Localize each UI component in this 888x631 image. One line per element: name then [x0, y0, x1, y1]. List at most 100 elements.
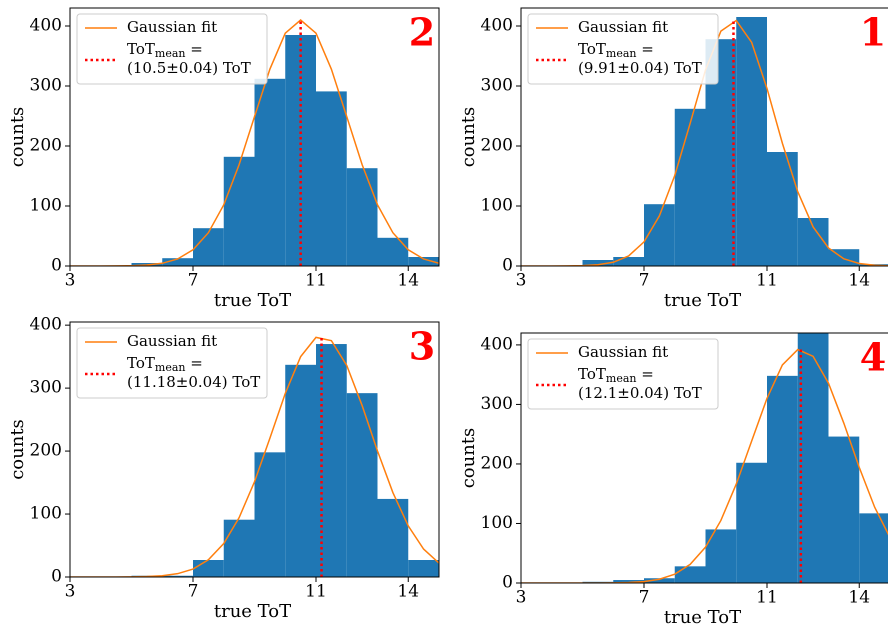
- y-tick-label: 200: [30, 136, 62, 156]
- bar: [767, 152, 798, 266]
- x-axis-label: true ToT: [214, 290, 291, 311]
- legend-fit-label: Gaussian fit: [578, 343, 668, 361]
- legend-mean-subscript: mean: [606, 47, 637, 60]
- x-tick-label: 7: [188, 582, 199, 602]
- legend-mean-symbol: ToTmean =: [578, 40, 654, 60]
- panel-label: 3: [409, 324, 435, 369]
- x-axis-label: true ToT: [214, 601, 291, 622]
- legend-fit-label: Gaussian fit: [127, 18, 217, 36]
- bar: [346, 168, 378, 266]
- y-axis-label: counts: [458, 107, 479, 168]
- y-tick-label: 100: [30, 504, 62, 524]
- x-axis-label: true ToT: [664, 290, 741, 311]
- axes-frame: [520, 332, 888, 584]
- legend-mean-label: (11.18±0.04) ToT: [127, 373, 260, 391]
- x-tick-label: 3: [65, 582, 76, 602]
- legend-box: [76, 327, 268, 399]
- legend: Gaussian fit ToTmean =(10.5±0.04) ToT: [76, 13, 268, 85]
- legend-mean-symbol-main: ToT: [127, 40, 155, 58]
- x-tick-label: 7: [639, 588, 650, 608]
- y-tick-label: 200: [481, 136, 513, 156]
- legend-mean-label: (12.1±0.04) ToT: [578, 384, 702, 402]
- bar: [408, 257, 439, 266]
- legend-mean-symbol: ToTmean =: [127, 354, 203, 374]
- y-tick-label: 300: [30, 378, 62, 398]
- x-tick-label: 11: [305, 582, 327, 602]
- x-tick-label: 14: [397, 271, 419, 291]
- bar: [193, 228, 224, 266]
- legend-mean-symbol: ToTmean =: [578, 365, 654, 385]
- bar: [674, 566, 706, 583]
- y-axis-label: counts: [7, 107, 28, 168]
- bar: [193, 560, 224, 577]
- legend: Gaussian fit ToTmean =(12.1±0.04) ToT: [527, 338, 719, 410]
- x-tick-label: 3: [65, 271, 76, 291]
- legend-box: [527, 13, 719, 85]
- y-tick-label: 400: [30, 315, 62, 335]
- bar: [377, 498, 409, 577]
- legend-fit-label: Gaussian fit: [578, 18, 668, 36]
- panel: 0 100 200 300 400 3 7 11 14 true ToT counts 1 Gaussi…: [458, 7, 888, 311]
- bar: [736, 17, 767, 266]
- axes-frame: [69, 321, 440, 578]
- legend: Gaussian fit ToTmean =(9.91±0.04) ToT: [527, 13, 719, 85]
- y-tick-label: 100: [30, 196, 62, 216]
- y-tick-label: 200: [481, 453, 513, 473]
- x-tick-label: 11: [305, 271, 327, 291]
- plot-area: [521, 17, 888, 266]
- bar: [674, 108, 706, 266]
- legend-mean-equals: =: [636, 365, 653, 383]
- y-tick-label: 0: [502, 256, 513, 276]
- panel-label: 2: [409, 10, 435, 55]
- legend-mean-equals: =: [185, 354, 202, 372]
- legend-mean-subscript: mean: [606, 372, 637, 385]
- bar: [254, 452, 286, 577]
- y-tick-label: 300: [30, 76, 62, 96]
- bar: [736, 462, 767, 583]
- y-tick-label: 100: [481, 513, 513, 533]
- bar: [316, 91, 347, 266]
- bar: [223, 156, 255, 266]
- y-tick-label: 400: [481, 16, 513, 36]
- legend-fit-label: Gaussian fit: [127, 332, 217, 350]
- legend-mean-label: (9.91±0.04) ToT: [578, 59, 702, 77]
- legend-mean-equals: =: [636, 40, 653, 58]
- x-tick-label: 11: [756, 271, 778, 291]
- legend-mean-symbol-main: ToT: [578, 40, 606, 58]
- y-tick-label: 100: [481, 196, 513, 216]
- legend-mean-label: (10.5±0.04) ToT: [127, 59, 251, 77]
- plot-area: [70, 19, 439, 266]
- panel: 0 100 200 300 400 3 7 11 14 true ToT counts 2 Gaussi…: [7, 7, 440, 311]
- y-axis-label: counts: [7, 419, 28, 480]
- bar: [797, 333, 829, 583]
- bar: [613, 580, 644, 583]
- x-tick-label: 7: [639, 271, 650, 291]
- y-tick-label: 300: [481, 394, 513, 414]
- bar: [377, 237, 409, 266]
- y-tick-label: 400: [481, 334, 513, 354]
- x-tick-label: 11: [756, 588, 778, 608]
- bar: [285, 364, 316, 577]
- x-tick-label: 3: [516, 271, 527, 291]
- bar: [705, 529, 737, 583]
- x-tick-label: 14: [848, 271, 870, 291]
- bar: [613, 257, 644, 266]
- bar: [162, 258, 193, 266]
- legend-mean-subscript: mean: [155, 47, 186, 60]
- y-tick-label: 0: [51, 256, 62, 276]
- bar: [644, 578, 675, 583]
- x-tick-label: 14: [848, 588, 870, 608]
- legend-mean-symbol-main: ToT: [127, 354, 155, 372]
- bar: [254, 78, 286, 266]
- bar: [223, 519, 255, 577]
- panel: 0 100 200 300 400 3 7 11 14 true ToT counts 3 Gaussi…: [7, 315, 440, 622]
- y-tick-label: 300: [481, 76, 513, 96]
- legend-box: [527, 338, 719, 410]
- legend-mean-subscript: mean: [155, 361, 186, 374]
- x-axis-label: true ToT: [664, 607, 741, 628]
- bar: [408, 560, 439, 577]
- x-tick-label: 3: [516, 588, 527, 608]
- legend: Gaussian fit ToTmean =(11.18±0.04) ToT: [76, 327, 268, 399]
- panel: 0 100 200 300 400 3 7 11 14 true ToT counts 4 Gaussi…: [458, 332, 888, 628]
